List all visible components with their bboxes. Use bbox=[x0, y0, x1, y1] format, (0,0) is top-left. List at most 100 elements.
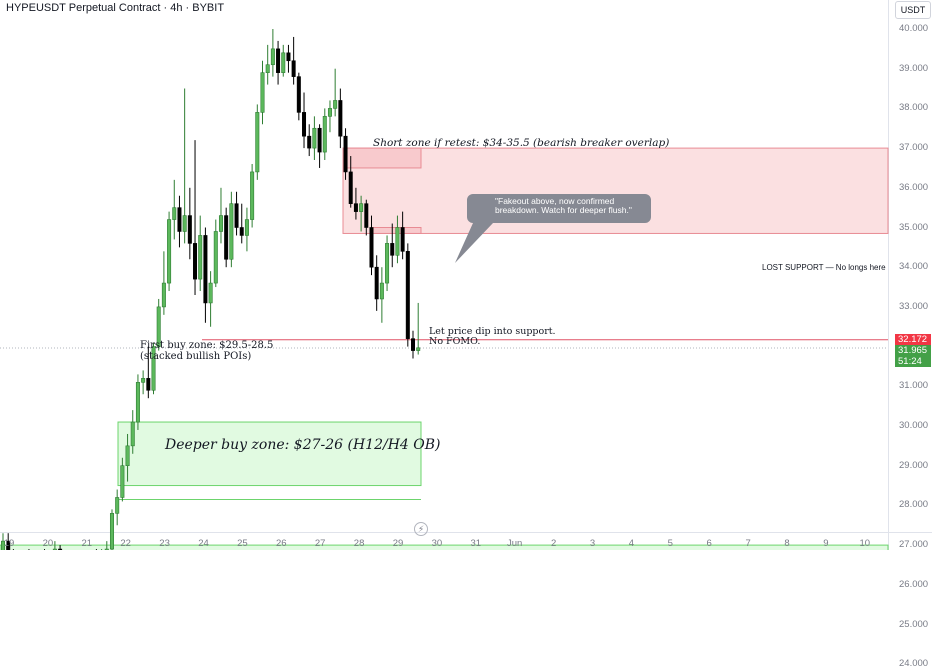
candle-body bbox=[395, 227, 400, 256]
candle-body bbox=[115, 497, 120, 514]
candle-body bbox=[416, 347, 421, 351]
candle-body bbox=[296, 76, 301, 113]
candle-body bbox=[109, 513, 114, 550]
time-tick-label: 6 bbox=[706, 538, 712, 549]
time-tick-label: Jun bbox=[507, 538, 523, 549]
candle-body bbox=[411, 338, 416, 351]
price-tick-label: 39.000 bbox=[899, 62, 929, 74]
time-tick-label: 23 bbox=[159, 538, 170, 549]
candle-body bbox=[338, 100, 343, 137]
price-tick-label: 34.000 bbox=[899, 261, 929, 273]
time-tick-label: 26 bbox=[276, 538, 287, 549]
candle-body bbox=[307, 135, 312, 149]
candle-body bbox=[141, 378, 146, 383]
time-tick-label: 4 bbox=[628, 538, 635, 549]
candle-body bbox=[218, 215, 223, 232]
candle-body bbox=[177, 207, 182, 232]
chart-title: HYPEUSDT Perpetual Contract · 4h · BYBIT bbox=[6, 2, 225, 14]
time-tick-label: 30 bbox=[431, 538, 443, 549]
candle-body bbox=[224, 215, 229, 260]
price-tick-label: 36.000 bbox=[899, 181, 929, 193]
currency-button[interactable]: USDT bbox=[895, 1, 931, 19]
candle-body bbox=[276, 48, 281, 73]
candle-body bbox=[291, 60, 296, 77]
price-tick-label: 28.000 bbox=[899, 499, 929, 511]
candle-body bbox=[146, 378, 151, 391]
time-tick-label: 19 bbox=[3, 538, 15, 549]
price-tick-label: 37.000 bbox=[899, 142, 929, 154]
candle-body bbox=[364, 203, 369, 228]
time-tick-label: 20 bbox=[42, 538, 54, 549]
time-tick-label: 29 bbox=[392, 538, 404, 549]
time-tick-label: 24 bbox=[198, 538, 209, 549]
bearish-breaker-box bbox=[342, 147, 422, 169]
time-tick-label: 7 bbox=[745, 538, 751, 549]
candle-body bbox=[265, 64, 270, 73]
short-zone-label: Short zone if retest: $34-35.5 (bearish … bbox=[373, 137, 670, 149]
candle-body bbox=[229, 203, 234, 260]
candle-body bbox=[374, 266, 379, 300]
candle-body bbox=[120, 465, 125, 498]
candle-body bbox=[244, 219, 249, 236]
candle-body bbox=[327, 108, 332, 117]
deeper-buy-zone bbox=[0, 544, 889, 550]
lost-support-label: LOST SUPPORT — No longs here bbox=[762, 263, 886, 272]
price-tick-label: 40.000 bbox=[899, 23, 929, 34]
candle-body bbox=[317, 127, 322, 153]
time-tick-label: 28 bbox=[353, 538, 365, 549]
candle-body bbox=[151, 346, 156, 391]
time-tick-label: 31 bbox=[470, 538, 482, 549]
price-tick-label: 29.000 bbox=[899, 459, 929, 471]
candle-body bbox=[353, 203, 358, 212]
candle-body bbox=[400, 227, 405, 252]
candle-body bbox=[385, 243, 390, 284]
candle-body bbox=[348, 171, 353, 204]
candle-body bbox=[6, 540, 11, 550]
candle-body bbox=[172, 207, 177, 220]
candle-body bbox=[125, 445, 130, 467]
candle-body bbox=[198, 235, 203, 280]
candle-body bbox=[286, 52, 291, 62]
candle-body bbox=[343, 135, 348, 173]
callout-bubble bbox=[455, 194, 651, 263]
candle-body bbox=[187, 215, 192, 244]
support-price-tag: 32.172 bbox=[895, 334, 931, 346]
candle-body bbox=[322, 116, 327, 153]
candle-body bbox=[260, 72, 265, 113]
lightning-icon[interactable]: ⚡ bbox=[414, 522, 428, 536]
candle-body bbox=[312, 127, 317, 149]
candle-body bbox=[234, 203, 239, 228]
bar-countdown-tag: 51:24 bbox=[895, 356, 931, 368]
time-tick-label: 21 bbox=[81, 538, 93, 549]
price-tick-label: 30.000 bbox=[899, 420, 929, 431]
candle-body bbox=[369, 227, 374, 268]
candle-body bbox=[281, 52, 286, 73]
candle-body bbox=[156, 306, 161, 347]
candle-body bbox=[161, 282, 166, 308]
candle-body bbox=[182, 215, 187, 232]
candle-body bbox=[130, 421, 135, 447]
price-tick-label: 38.000 bbox=[899, 102, 929, 114]
price-tick-label: 31.000 bbox=[899, 380, 929, 392]
time-tick-label: 5 bbox=[667, 538, 673, 549]
price-tick-label: 27.000 bbox=[899, 539, 929, 551]
candle-body bbox=[203, 235, 208, 304]
time-tick-label: 9 bbox=[823, 538, 829, 549]
first-buy-zone-label: First buy zone: $29.5-28.5 (stacked bull… bbox=[140, 340, 274, 362]
candle-body bbox=[167, 219, 172, 284]
candle-body bbox=[135, 382, 140, 423]
candlestick-chart[interactable] bbox=[0, 0, 932, 550]
candle-body bbox=[359, 203, 364, 212]
candle-body bbox=[193, 243, 198, 280]
candle-body bbox=[213, 231, 218, 284]
candle-body bbox=[405, 251, 410, 339]
callout-text: "Fakeout above, now confirmed breakdown.… bbox=[495, 196, 632, 216]
candle-body bbox=[390, 243, 395, 256]
time-tick-label: 2 bbox=[550, 538, 557, 549]
time-tick-label: 27 bbox=[314, 538, 326, 549]
price-tick-label: 25.000 bbox=[899, 618, 929, 630]
price-tick-label: 24.000 bbox=[899, 658, 929, 670]
first-buy-zone bbox=[117, 421, 422, 487]
last-price-tag: 31.965 bbox=[895, 345, 931, 357]
price-tick-label: 33.000 bbox=[899, 300, 929, 312]
